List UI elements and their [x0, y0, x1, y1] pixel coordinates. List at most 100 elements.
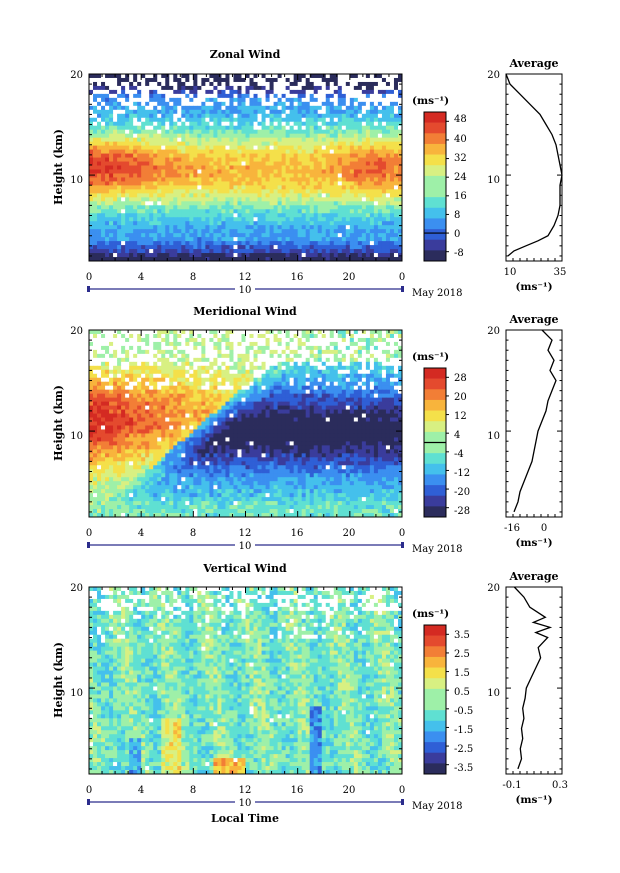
- heatmap-cell: [377, 149, 383, 154]
- heatmap-cell: [197, 129, 202, 135]
- heatmap-cell: [97, 185, 102, 190]
- heatmap-cell: [389, 213, 395, 218]
- heatmap-cell: [329, 365, 335, 371]
- heatmap-cell: [305, 349, 311, 355]
- heatmap-cell: [229, 353, 234, 359]
- heatmap-cell: [305, 101, 311, 107]
- heatmap-cell: [337, 249, 343, 254]
- heatmap-cell: [193, 109, 198, 115]
- heatmap-cell: [205, 185, 210, 190]
- heatmap-cell: [165, 93, 170, 99]
- heatmap-cell: [341, 161, 347, 166]
- heatmap-cell: [125, 97, 130, 103]
- heatmap-cell: [157, 229, 162, 234]
- heatmap-cell: [285, 257, 291, 261]
- heatmap-cell: [137, 137, 142, 143]
- heatmap-cell: [185, 101, 190, 107]
- heatmap-cell: [305, 97, 311, 103]
- heatmap-cell: [333, 145, 339, 150]
- heatmap-cell: [309, 233, 315, 238]
- heatmap-cell: [397, 117, 402, 123]
- heatmap-cell: [193, 165, 198, 170]
- heatmap-cell: [265, 253, 270, 258]
- heatmap-cell: [181, 133, 186, 139]
- heatmap-cell: [217, 145, 222, 150]
- heatmap-cell: [169, 173, 174, 178]
- heatmap-cell: [241, 89, 246, 95]
- heatmap-cell: [285, 369, 291, 375]
- heatmap-cell: [341, 381, 347, 387]
- heatmap-cell: [373, 101, 379, 107]
- heatmap-cell: [385, 181, 391, 186]
- heatmap-cell: [101, 173, 106, 178]
- heatmap-cell: [209, 137, 214, 143]
- heatmap-cell: [113, 349, 118, 355]
- heatmap-cell: [133, 233, 138, 238]
- heatmap-cell: [205, 177, 210, 182]
- heatmap-cell: [201, 201, 206, 206]
- heatmap-cell: [117, 81, 122, 87]
- heatmap-cell: [341, 241, 347, 246]
- heatmap-cell: [149, 169, 154, 174]
- heatmap-cell: [249, 249, 254, 254]
- colorbar-step: [424, 122, 446, 134]
- heatmap-cell: [305, 369, 311, 375]
- heatmap-cell: [261, 177, 266, 182]
- heatmap-cell: [253, 257, 258, 261]
- heatmap-cell: [157, 377, 162, 383]
- heatmap-cell: [185, 137, 190, 143]
- heatmap-cell: [201, 177, 206, 182]
- heatmap-cell: [101, 81, 106, 87]
- heatmap-cell: [293, 241, 299, 246]
- heatmap-cell: [309, 169, 315, 174]
- heatmap-cell: [177, 97, 182, 103]
- heatmap-cell: [297, 245, 303, 250]
- heatmap-cell: [225, 201, 230, 206]
- heatmap-cell: [173, 245, 178, 250]
- heatmap-cell: [341, 233, 347, 238]
- heatmap-cell: [321, 333, 327, 339]
- heatmap-cell: [353, 233, 359, 238]
- heatmap-cell: [217, 89, 222, 95]
- heatmap-cell: [397, 109, 402, 115]
- heatmap-cell: [229, 381, 234, 387]
- heatmap-cell: [101, 373, 106, 379]
- heatmap-cell: [277, 341, 283, 347]
- heatmap-cell: [265, 377, 270, 383]
- heatmap-cell: [117, 237, 122, 242]
- heatmap-cell: [213, 217, 218, 222]
- heatmap-cell: [233, 253, 238, 258]
- heatmap-cell: [205, 229, 210, 234]
- heatmap-cell: [181, 97, 186, 103]
- colorbar-step: [424, 207, 446, 219]
- heatmap-cell: [277, 89, 283, 95]
- heatmap-cell: [105, 97, 110, 103]
- heatmap-cell: [145, 345, 150, 351]
- heatmap-cell: [321, 77, 327, 83]
- heatmap-cell: [397, 113, 402, 119]
- heatmap-cell: [193, 257, 198, 261]
- heatmap-cell: [385, 330, 391, 335]
- heatmap-cell: [269, 153, 274, 158]
- heatmap-cell: [325, 117, 331, 123]
- heatmap-cell: [101, 221, 106, 226]
- heatmap-cell: [385, 85, 391, 91]
- heatmap-cell: [305, 201, 311, 206]
- heatmap-cell: [197, 121, 202, 127]
- heatmap-cell: [289, 121, 295, 127]
- heatmap-cell: [345, 213, 351, 218]
- heatmap-cell: [129, 253, 134, 258]
- heatmap-cell: [113, 185, 118, 190]
- heatmap-cell: [181, 169, 186, 174]
- heatmap-cell: [153, 249, 158, 254]
- heatmap-cell: [369, 153, 375, 158]
- heatmap-cell: [217, 77, 222, 83]
- heatmap-cell: [165, 181, 170, 186]
- heatmap-cell: [353, 89, 359, 95]
- heatmap-cell: [341, 245, 347, 250]
- heatmap-cell: [341, 221, 347, 226]
- heatmap-cell: [345, 349, 351, 355]
- heatmap-cell: [365, 74, 371, 79]
- heatmap-cell: [113, 81, 118, 87]
- colorbar-step: [424, 218, 446, 230]
